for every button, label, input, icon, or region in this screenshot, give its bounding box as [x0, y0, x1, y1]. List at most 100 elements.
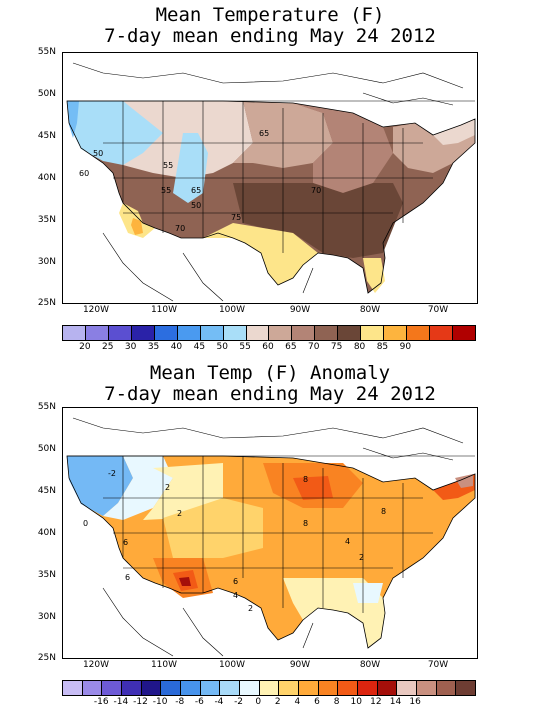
panel2-lat-35: 35N — [37, 570, 56, 580]
colorbar-label: 60 — [262, 342, 274, 352]
panel1-canada-lines — [72, 62, 464, 106]
colorbar-label: 14 — [389, 697, 402, 707]
colorbar-swatch — [200, 326, 224, 340]
panel1-colorbar — [62, 325, 476, 341]
colorbar-label: 85 — [376, 342, 389, 352]
panel2-contour-label: 6 — [125, 573, 130, 582]
panel2-colorbar — [62, 680, 476, 696]
panel2-lon-90w: 90W — [289, 660, 311, 670]
panel1-lon-70w: 70W — [427, 305, 449, 315]
panel2-contour-label: 2 — [177, 509, 182, 518]
panel1-ne-60 — [433, 119, 475, 145]
colorbar-swatch — [82, 681, 103, 695]
panel1-contour-label: 50 — [93, 149, 103, 158]
panel1-contour-label: 75 — [231, 213, 241, 222]
colorbar-swatch — [200, 681, 221, 695]
colorbar-label: -12 — [133, 697, 148, 707]
panel1-colorbar-labels: 20 25 30 35 40 45 50 55 60 65 70 75 80 85 90 — [62, 342, 476, 354]
panel2-lat-30: 30N — [37, 612, 56, 622]
panel2-contour-label: 2 — [248, 604, 253, 613]
colorbar-swatch — [452, 326, 475, 340]
panel2-coastline — [66, 455, 476, 649]
panel1-lat-40: 40N — [37, 173, 56, 183]
colorbar-swatch — [318, 681, 339, 695]
panel2-lon-80w: 80W — [359, 660, 381, 670]
panel1-texas-80 — [203, 223, 318, 285]
panel2-contour-label: -2 — [108, 469, 116, 478]
colorbar-swatch — [246, 326, 270, 340]
colorbar-swatch — [292, 326, 316, 340]
panel1-contour-label: 50 — [191, 201, 201, 210]
panel1-title-line1: Mean Temperature (F) — [155, 4, 385, 26]
panel2-contour-label: 6 — [233, 577, 238, 586]
colorbar-swatch — [223, 326, 247, 340]
panel2-title-line2: 7-day mean ending May 24 2012 — [104, 383, 436, 405]
panel2-contour-label: 8 — [303, 475, 308, 484]
panel2-contour-label: 2 — [359, 553, 364, 562]
panel1-map: 50 55 55 60 65 65 70 70 75 50 — [62, 52, 478, 304]
colorbar-swatch — [122, 681, 142, 695]
panel1-south-75 — [233, 183, 403, 258]
panel2-lat-50: 50N — [37, 444, 56, 454]
panel2-lat-45: 45N — [37, 486, 56, 496]
colorbar-label: 80 — [353, 342, 366, 352]
colorbar-swatch — [220, 681, 241, 695]
panel2-lat-40: 40N — [37, 528, 56, 538]
panel2-gulf-cool — [353, 583, 383, 603]
colorbar-label: 10 — [350, 697, 362, 707]
panel2-mexico-lines — [102, 587, 314, 657]
panel1-contour-label: 55 — [161, 186, 171, 195]
panel1-midwest-70 — [293, 103, 393, 193]
colorbar-label: 90 — [399, 342, 412, 352]
panel1-lon-90w: 90W — [289, 305, 311, 315]
panel2-lat-25: 25N — [37, 653, 56, 663]
colorbar-swatch — [161, 681, 182, 695]
panel1-lat-50: 50N — [37, 89, 56, 99]
colorbar-swatch — [63, 681, 83, 695]
colorbar-label: 65 — [285, 342, 297, 352]
panel1-contour-label: 55 — [163, 161, 173, 170]
colorbar-label: -10 — [152, 697, 168, 707]
panel2-colorbar-labels: -16 -14 -12 -10 -8 -6 -4 -2 0 2 4 6 8 10 12 14 16 — [62, 697, 476, 709]
panel1-rockies-cool — [173, 133, 208, 203]
colorbar-label: 20 — [79, 342, 91, 352]
colorbar-label: -14 — [113, 697, 129, 707]
colorbar-swatch — [377, 681, 398, 695]
panel2-contour-label: 0 — [83, 519, 88, 528]
panel1-boundaries — [67, 100, 475, 258]
colorbar-swatch — [85, 326, 109, 340]
colorbar-swatch — [436, 681, 457, 695]
colorbar-label: 55 — [239, 342, 251, 352]
panel2-map: -2 0 2 2 6 6 8 8 4 4 2 2 8 6 — [62, 407, 478, 659]
colorbar-swatch — [141, 681, 162, 695]
panel2-lon-100w: 100W — [218, 660, 246, 670]
panel2-west-4 — [163, 498, 263, 558]
colorbar-label: 40 — [170, 342, 183, 352]
colorbar-label: 50 — [216, 342, 228, 352]
colorbar-swatch — [154, 326, 178, 340]
panel2-lon-70w: 70W — [427, 660, 449, 670]
colorbar-label: 30 — [124, 342, 137, 352]
panel1-nw-coast-cool — [67, 101, 79, 138]
colorbar-label: -6 — [194, 697, 204, 707]
colorbar-label: 25 — [102, 342, 114, 352]
colorbar-swatch — [181, 681, 201, 695]
panel1-lat-25: 25N — [37, 298, 56, 308]
panel1-mexico-lines — [102, 232, 314, 302]
colorbar-swatch — [397, 681, 418, 695]
panel1-lon-100w: 100W — [218, 305, 246, 315]
panel1-contour-label: 65 — [191, 186, 201, 195]
panel2-nw-near-zero — [103, 456, 173, 520]
colorbar-label: 6 — [314, 697, 320, 707]
panel2-sw-hotspot-12 — [179, 577, 191, 586]
colorbar-swatch — [279, 681, 300, 695]
panel2-contour-label: 6 — [123, 538, 128, 547]
panel2-lat-55: 55N — [37, 402, 56, 412]
colorbar-swatch — [63, 326, 86, 340]
panel1-lon-80w: 80W — [359, 305, 381, 315]
colorbar-label: 8 — [333, 697, 340, 707]
colorbar-label: -4 — [214, 697, 224, 707]
colorbar-swatch — [358, 681, 378, 695]
panel2-lon-120w: 120W — [82, 660, 110, 670]
colorbar-swatch — [417, 681, 437, 695]
